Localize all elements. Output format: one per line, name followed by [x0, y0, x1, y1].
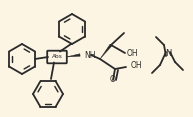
Text: Abs: Abs	[52, 55, 63, 60]
Text: O: O	[110, 75, 116, 84]
FancyBboxPatch shape	[47, 51, 67, 63]
Text: NH: NH	[84, 51, 96, 60]
Text: N: N	[165, 49, 171, 58]
Text: OH: OH	[127, 49, 139, 57]
Polygon shape	[100, 44, 112, 59]
Text: OH: OH	[131, 60, 143, 69]
Polygon shape	[66, 54, 80, 57]
